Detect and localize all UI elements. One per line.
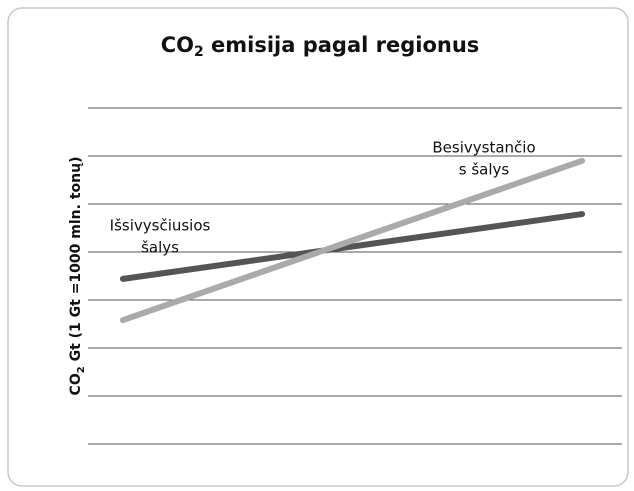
title-rest: emisija pagal regionus	[204, 33, 480, 57]
series-label: s šalys	[459, 161, 510, 179]
title-sub: 2	[194, 44, 204, 60]
y-axis-label: CO2 Gt (1 Gt =1000 mln. tonų)	[68, 157, 87, 396]
series-line	[119, 211, 586, 282]
chart-title: CO2 emisija pagal regionus	[161, 33, 480, 60]
ylabel-sub: 2	[76, 366, 87, 373]
ylabel-rest: Gt (1 Gt =1000 mln. tonų)	[68, 157, 84, 367]
series-line	[119, 157, 586, 324]
series-label: Išsivysčiusios	[110, 217, 211, 235]
series-label: Besivystančio	[432, 139, 535, 157]
ylabel-main: CO	[68, 373, 84, 395]
series-label: šalys	[141, 239, 179, 257]
frame	[7, 7, 629, 487]
title-main: CO	[161, 33, 194, 57]
